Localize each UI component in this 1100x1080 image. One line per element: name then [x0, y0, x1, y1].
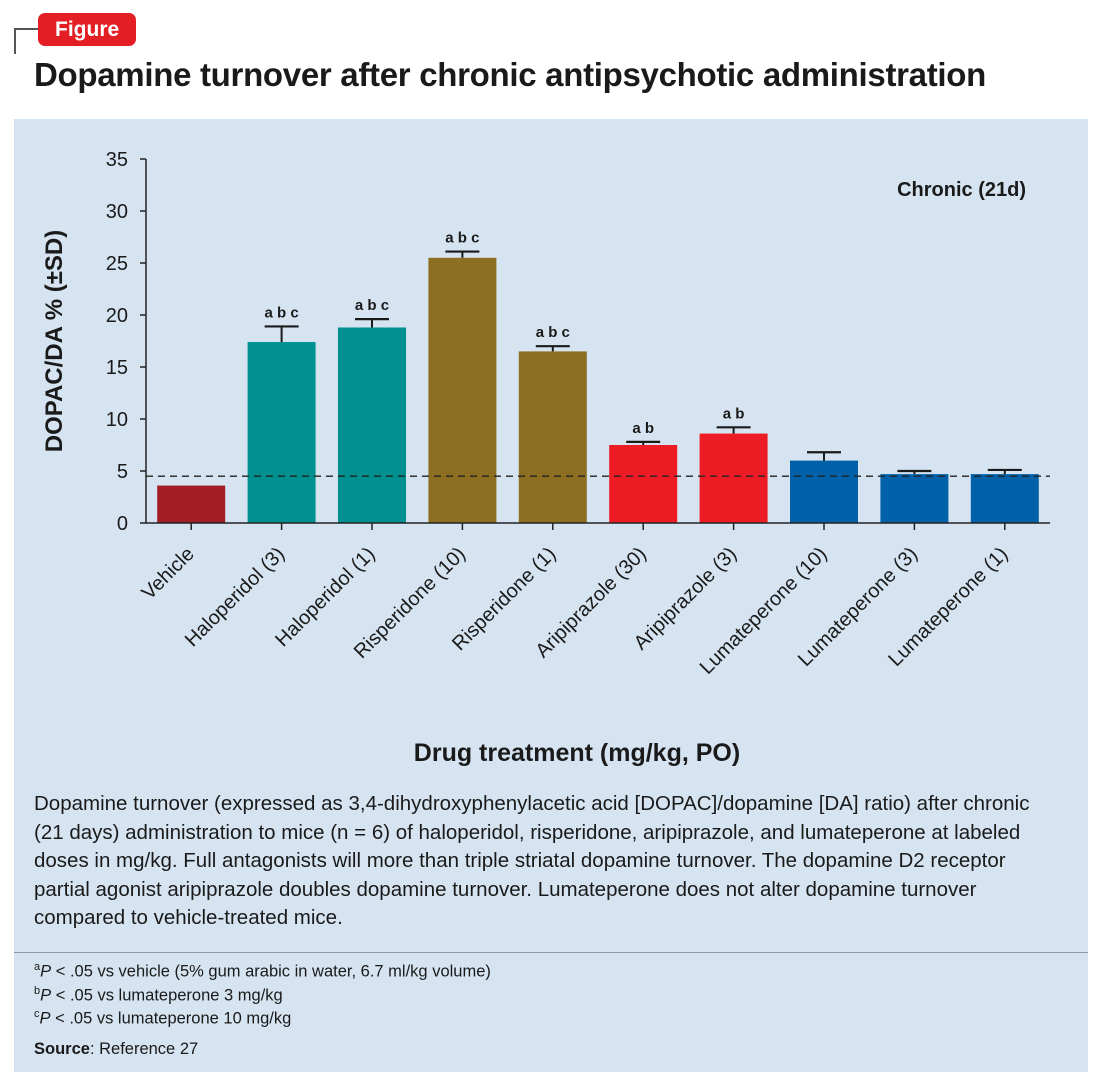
figure-badge: Figure	[38, 13, 137, 46]
bar-chart: 0 5 10 15 20 25 30 35 DOPAC/DA % (±SD) Vehicle a b…	[41, 149, 1050, 767]
y-tick-label: 20	[106, 305, 128, 327]
chart-annotation: Chronic (21d)	[897, 179, 1026, 201]
footnote-divider	[14, 952, 1088, 953]
figure-caption: Dopamine turnover (expressed as 3,4-dihy…	[34, 792, 1030, 929]
significance-label: a b c	[445, 230, 479, 247]
significance-label: a b c	[265, 304, 299, 321]
bar	[247, 342, 316, 523]
x-axis-label: Drug treatment (mg/kg, PO)	[414, 739, 740, 767]
footnote-a: aP < .05 vs vehicle (5% gum arabic in wa…	[34, 961, 491, 981]
footnote-b: bP < .05 vs lumateperone 3 mg/kg	[34, 985, 283, 1005]
y-tick-label: 0	[117, 513, 128, 535]
bar	[699, 433, 768, 523]
y-axis-label: DOPAC/DA % (±SD)	[41, 230, 68, 453]
significance-label: a b	[723, 405, 745, 422]
bar	[880, 474, 949, 523]
y-tick-label: 15	[106, 357, 128, 379]
significance-label: a b	[632, 420, 654, 437]
bar	[428, 257, 497, 523]
bar	[518, 351, 587, 523]
y-tick-label: 5	[117, 461, 128, 483]
footnote-c: cP < .05 vs lumateperone 10 mg/kg	[34, 1008, 292, 1028]
bar	[338, 327, 406, 523]
y-tick-label: 10	[106, 409, 128, 431]
significance-label: a b c	[355, 297, 389, 314]
figure-title: Dopamine turnover after chronic antipsyc…	[34, 56, 987, 93]
bar	[790, 460, 858, 523]
bar	[970, 474, 1039, 523]
bar	[157, 485, 226, 523]
bar	[609, 445, 678, 523]
y-tick-label: 35	[106, 149, 128, 171]
figure-bracket	[14, 28, 46, 54]
y-tick-label: 30	[106, 201, 128, 223]
source-note: Source: Reference 27	[34, 1040, 199, 1058]
figure-panel: 0 5 10 15 20 25 30 35 DOPAC/DA % (±SD) Vehicle a b…	[14, 119, 1088, 1072]
y-tick-label: 25	[106, 253, 128, 275]
significance-label: a b c	[536, 324, 570, 341]
category-label: Vehicle	[138, 543, 199, 604]
